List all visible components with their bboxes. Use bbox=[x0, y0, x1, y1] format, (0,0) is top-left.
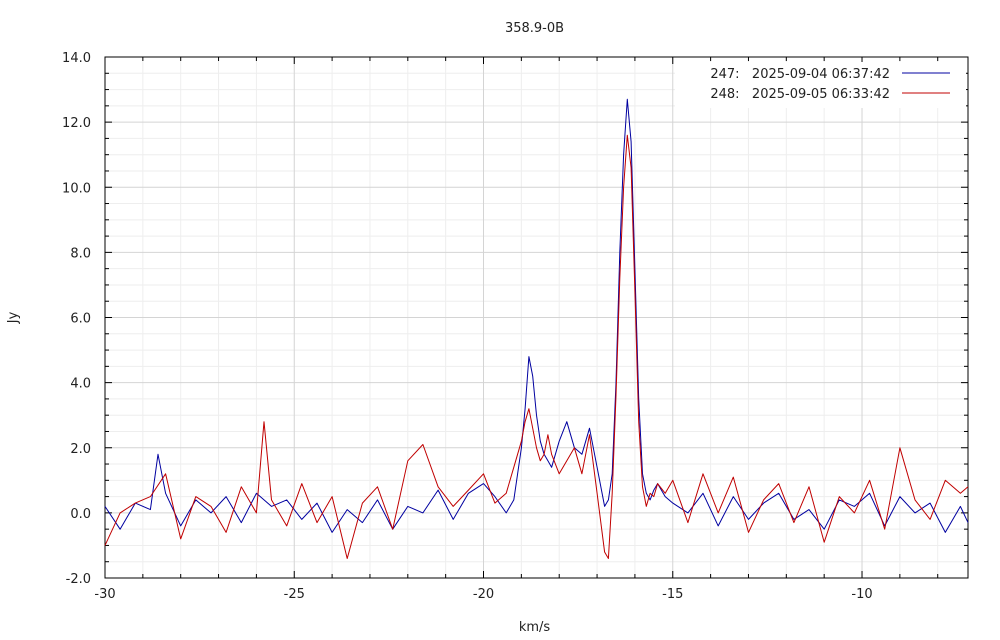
legend-background bbox=[675, 62, 966, 108]
y-tick-label: -2.0 bbox=[66, 572, 91, 587]
tick-marks: -30 -25 -20 -15 -10 -2.0 0.0 2.0 4.0 6.0 8.0 10.0 12… bbox=[62, 51, 968, 602]
legend-label: 248: 2025-09-05 06:33:42 bbox=[710, 87, 890, 102]
series-line-1 bbox=[104, 98, 969, 533]
x-tick-label: -25 bbox=[284, 587, 305, 602]
x-axis-label: km/s bbox=[519, 620, 551, 635]
chart-title: 358.9-0B bbox=[505, 21, 564, 36]
y-tick-label: 14.0 bbox=[62, 51, 91, 66]
y-tick-label: 12.0 bbox=[62, 116, 91, 131]
legend: 247: 2025-09-04 06:37:42 248: 2025-09-05 … bbox=[675, 62, 966, 108]
y-tick-label: 10.0 bbox=[62, 181, 91, 196]
series-lines bbox=[104, 98, 969, 559]
y-tick-label: 4.0 bbox=[70, 377, 91, 392]
y-axis-label: Jy bbox=[6, 311, 21, 324]
x-tick-label: -20 bbox=[473, 587, 494, 602]
series-line-2 bbox=[104, 134, 969, 559]
y-tick-label: 0.0 bbox=[70, 507, 91, 522]
x-tick-label: -15 bbox=[662, 587, 683, 602]
y-tick-label: 6.0 bbox=[70, 312, 91, 327]
y-tick-label: 2.0 bbox=[70, 442, 91, 457]
y-tick-label: 8.0 bbox=[70, 246, 91, 261]
x-tick-label: -10 bbox=[851, 587, 872, 602]
legend-label: 247: 2025-09-04 06:37:42 bbox=[710, 67, 890, 82]
x-tick-label: -30 bbox=[94, 587, 115, 602]
